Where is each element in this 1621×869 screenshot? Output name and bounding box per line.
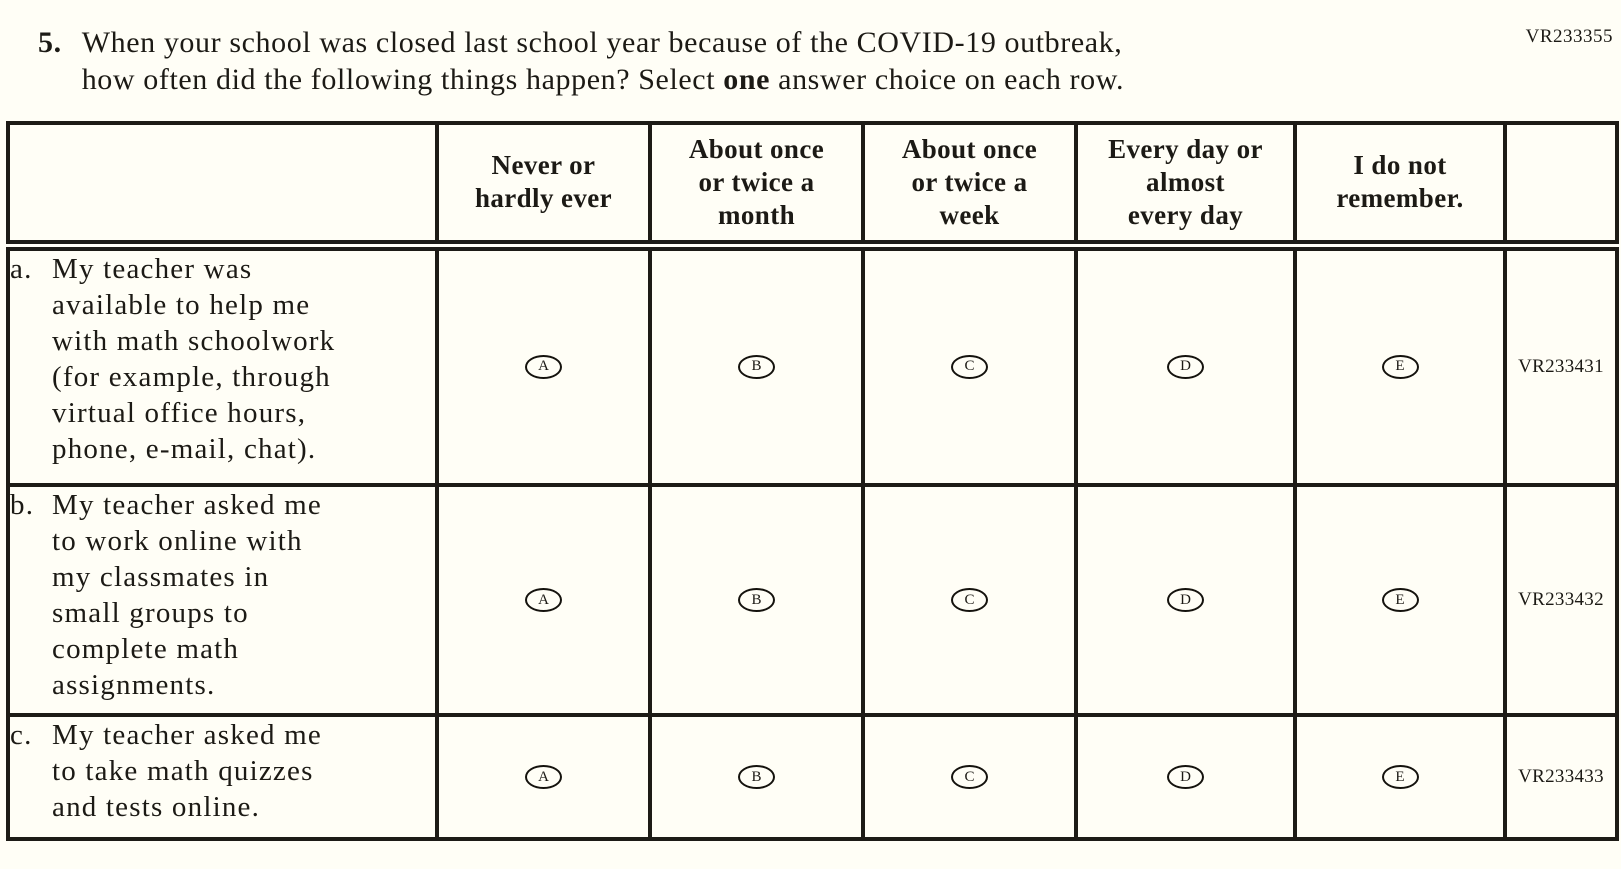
choice-cell: B [648,483,865,717]
statement-text: My teacher asked me to work online with … [52,489,322,701]
table-row-b: b. My teacher asked me to work online wi… [6,483,1619,717]
question-line2-pre: how often did the following things happe… [81,63,724,96]
choice-cell: D [1074,483,1297,717]
row-code: VR233433 [1503,713,1619,841]
choice-bubble-d[interactable]: D [1167,354,1204,379]
choice-cell: D [1074,713,1297,841]
choice-bubble-c[interactable]: C [951,588,988,612]
column-header-once-twice-week: About once or twice a week [861,121,1078,251]
choice-cell: A [435,243,652,487]
choice-bubble-e[interactable]: E [1381,354,1419,379]
question-line2: how often did the following things happe… [82,63,1124,96]
column-header-never: Never or hardly ever [435,121,652,251]
row-label: b. [10,489,35,521]
row-code: VR233431 [1503,243,1619,487]
choice-bubble-e[interactable]: E [1381,588,1419,612]
column-header-code [1503,121,1619,251]
choice-cell: C [861,243,1078,487]
choice-bubble-b[interactable]: B [738,765,775,789]
question-text: When your school was closed last school … [82,24,1124,98]
column-header-blank [6,121,439,251]
choice-bubble-a[interactable]: A [525,588,562,612]
statement-cell: c. My teacher asked me to take math quiz… [6,713,439,841]
statement-text: My teacher was available to help me with… [52,252,336,465]
table-row-a: a. My teacher was available to help me w… [6,243,1619,487]
choice-cell: E [1293,243,1507,487]
choice-bubble-d[interactable]: D [1167,765,1204,789]
statement-cell: b. My teacher asked me to work online wi… [6,483,439,717]
choice-bubble-b[interactable]: B [738,354,775,379]
table-row-c: c. My teacher asked me to take math quiz… [6,713,1619,841]
row-code: VR233432 [1503,483,1619,717]
page-code: VR233355 [1525,26,1613,47]
statement-cell: a. My teacher was available to help me w… [6,243,439,487]
choice-bubble-d[interactable]: D [1167,588,1204,612]
choice-bubble-e[interactable]: E [1381,765,1419,789]
choice-cell: E [1293,483,1507,717]
choice-cell: A [435,713,652,841]
choice-cell: E [1293,713,1507,841]
question-number: 5. [38,26,62,59]
question-line2-bold: one [723,63,771,96]
choice-cell: C [861,713,1078,841]
column-header-once-twice-month: About once or twice a month [648,121,865,251]
choice-cell: B [648,243,865,487]
column-header-do-not-remember: I do not remember. [1293,121,1507,251]
choice-bubble-a[interactable]: A [525,765,562,789]
choice-bubble-c[interactable]: C [951,765,988,789]
question-line1: When your school was closed last school … [81,26,1123,59]
column-header-every-day: Every day or almost every day [1074,121,1297,251]
choice-cell: A [435,483,652,717]
choice-bubble-a[interactable]: A [525,354,562,379]
statement-text: My teacher asked me to take math quizzes… [52,719,322,823]
header-row: Never or hardly ever About once or twice… [6,121,1619,251]
row-label: c. [10,719,33,751]
choice-bubble-b[interactable]: B [738,588,775,612]
question: 5. When your school was closed last scho… [38,24,1611,98]
survey-table: Never or hardly ever About once or twice… [6,121,1619,841]
choice-cell: C [861,483,1078,717]
question-line2-post: answer choice on each row. [770,63,1125,96]
choice-cell: D [1074,243,1297,487]
choice-bubble-c[interactable]: C [951,354,988,379]
row-label: a. [10,252,33,285]
choice-cell: B [648,713,865,841]
